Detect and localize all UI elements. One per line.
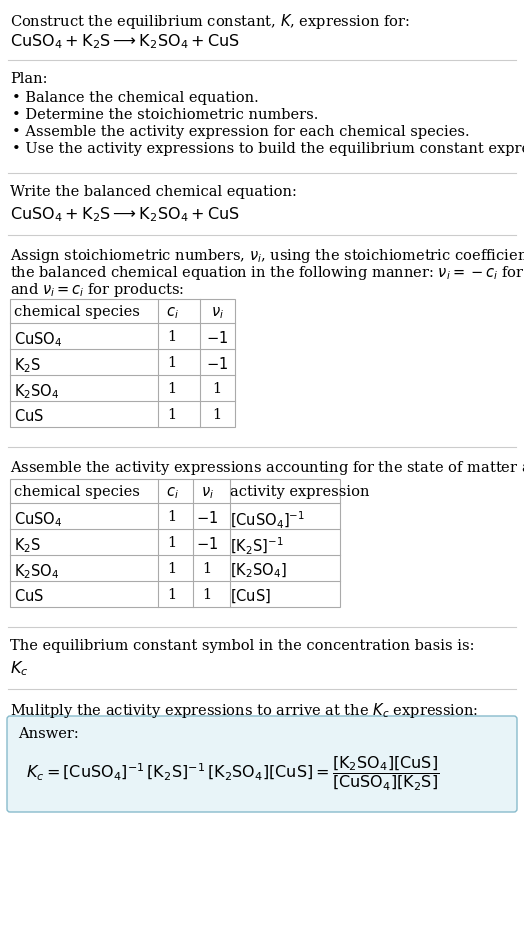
Bar xyxy=(10,299,235,427)
Text: $K_c = [\mathrm{CuSO_4}]^{-1}\,[\mathrm{K_2S}]^{-1}\,[\mathrm{K_2SO_4}][\mathrm{: $K_c = [\mathrm{CuSO_4}]^{-1}\,[\mathrm{… xyxy=(26,755,439,793)
Text: 1: 1 xyxy=(168,382,177,396)
Text: • Balance the chemical equation.: • Balance the chemical equation. xyxy=(12,91,259,105)
Text: Construct the equilibrium constant, $K$, expression for:: Construct the equilibrium constant, $K$,… xyxy=(10,12,410,31)
Text: chemical species: chemical species xyxy=(14,305,140,319)
Text: 1: 1 xyxy=(168,562,177,576)
Text: $-1$: $-1$ xyxy=(196,536,218,552)
Text: activity expression: activity expression xyxy=(230,485,369,499)
Text: • Assemble the activity expression for each chemical species.: • Assemble the activity expression for e… xyxy=(12,125,470,139)
Text: $\nu_i$: $\nu_i$ xyxy=(201,485,213,501)
FancyBboxPatch shape xyxy=(7,716,517,812)
Text: $[\mathrm{K_2S}]^{-1}$: $[\mathrm{K_2S}]^{-1}$ xyxy=(230,536,283,557)
Text: $\mathrm{K_2SO_4}$: $\mathrm{K_2SO_4}$ xyxy=(14,562,60,581)
Text: $K_c$: $K_c$ xyxy=(10,659,28,678)
Text: $\mathrm{K_2S}$: $\mathrm{K_2S}$ xyxy=(14,356,41,375)
Text: $\mathrm{CuSO_4}$: $\mathrm{CuSO_4}$ xyxy=(14,510,62,529)
Text: 1: 1 xyxy=(168,330,177,344)
Text: 1: 1 xyxy=(168,356,177,370)
Text: 1: 1 xyxy=(212,408,222,422)
Text: $\mathrm{CuS}$: $\mathrm{CuS}$ xyxy=(14,408,44,424)
Text: 1: 1 xyxy=(168,588,177,602)
Text: Assemble the activity expressions accounting for the state of matter and $\nu_i$: Assemble the activity expressions accoun… xyxy=(10,459,524,477)
Text: $\mathrm{CuSO_4 + K_2S \longrightarrow K_2SO_4 + CuS}$: $\mathrm{CuSO_4 + K_2S \longrightarrow K… xyxy=(10,205,240,224)
Text: Assign stoichiometric numbers, $\nu_i$, using the stoichiometric coefficients, $: Assign stoichiometric numbers, $\nu_i$, … xyxy=(10,247,524,265)
Text: Mulitply the activity expressions to arrive at the $K_c$ expression:: Mulitply the activity expressions to arr… xyxy=(10,701,478,720)
Text: Write the balanced chemical equation:: Write the balanced chemical equation: xyxy=(10,185,297,199)
Text: the balanced chemical equation in the following manner: $\nu_i = -c_i$ for react: the balanced chemical equation in the fo… xyxy=(10,264,524,282)
Text: 1: 1 xyxy=(168,408,177,422)
Text: Answer:: Answer: xyxy=(18,727,79,741)
Text: $-1$: $-1$ xyxy=(206,356,228,372)
Text: • Use the activity expressions to build the equilibrium constant expression.: • Use the activity expressions to build … xyxy=(12,142,524,156)
Text: 1: 1 xyxy=(212,382,222,396)
Text: and $\nu_i = c_i$ for products:: and $\nu_i = c_i$ for products: xyxy=(10,281,184,299)
Text: $\mathrm{K_2S}$: $\mathrm{K_2S}$ xyxy=(14,536,41,555)
Text: $\mathrm{CuSO_4}$: $\mathrm{CuSO_4}$ xyxy=(14,330,62,348)
Text: $\mathrm{CuS}$: $\mathrm{CuS}$ xyxy=(14,588,44,604)
Text: 1: 1 xyxy=(168,510,177,524)
Text: 1: 1 xyxy=(202,588,212,602)
Text: The equilibrium constant symbol in the concentration basis is:: The equilibrium constant symbol in the c… xyxy=(10,639,475,653)
Text: $-1$: $-1$ xyxy=(196,510,218,526)
Bar xyxy=(10,479,340,607)
Text: $\mathrm{K_2SO_4}$: $\mathrm{K_2SO_4}$ xyxy=(14,382,60,400)
Text: 1: 1 xyxy=(202,562,212,576)
Text: $\mathrm{CuSO_4 + K_2S \longrightarrow K_2SO_4 + CuS}$: $\mathrm{CuSO_4 + K_2S \longrightarrow K… xyxy=(10,32,240,50)
Text: $c_i$: $c_i$ xyxy=(166,485,178,501)
Text: $-1$: $-1$ xyxy=(206,330,228,346)
Text: $[\mathrm{CuSO_4}]^{-1}$: $[\mathrm{CuSO_4}]^{-1}$ xyxy=(230,510,305,531)
Text: $c_i$: $c_i$ xyxy=(166,305,178,321)
Text: $[\mathrm{CuS}]$: $[\mathrm{CuS}]$ xyxy=(230,588,271,605)
Text: 1: 1 xyxy=(168,536,177,550)
Text: $[\mathrm{K_2SO_4}]$: $[\mathrm{K_2SO_4}]$ xyxy=(230,562,287,581)
Text: Plan:: Plan: xyxy=(10,72,48,86)
Text: $\nu_i$: $\nu_i$ xyxy=(211,305,223,321)
Text: • Determine the stoichiometric numbers.: • Determine the stoichiometric numbers. xyxy=(12,108,319,122)
Text: chemical species: chemical species xyxy=(14,485,140,499)
